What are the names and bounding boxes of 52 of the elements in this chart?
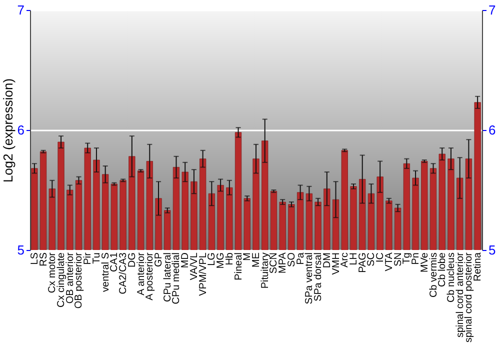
x-tick-label: DG xyxy=(126,252,138,268)
y2-tick-label: 7 xyxy=(488,2,496,18)
x-tick-label: Cb nucleus xyxy=(446,252,457,303)
x-tick-label: VTA xyxy=(384,252,395,272)
x-tick-label: A posterior xyxy=(144,252,156,300)
x-tick-label: OB anterior xyxy=(64,252,76,304)
y-tick-label: 5 xyxy=(17,242,24,258)
x-tick-label: Tg xyxy=(402,252,413,264)
x-tick-label: VA/VL xyxy=(188,252,200,280)
x-tick-label: Arc xyxy=(340,252,351,268)
x-tick-label: LG xyxy=(206,252,218,266)
x-tick-label: M xyxy=(242,252,254,261)
x-tick-label: Tu xyxy=(91,252,102,264)
y2-tick-label: 6 xyxy=(488,122,496,138)
x-tick-label: Pituitary xyxy=(260,252,271,289)
x-tick-label: VPM/VPL xyxy=(198,252,209,296)
x-tick-label: LS xyxy=(29,252,40,265)
x-tick-label: MPA xyxy=(278,252,289,274)
x-tick-label: RS xyxy=(38,252,50,266)
x-tick-label: spinal cord anterior xyxy=(454,252,466,338)
x-tick-label: DM xyxy=(322,252,333,268)
x-tick-label: OB posterior xyxy=(74,252,85,309)
x-tick-label: ventral S xyxy=(100,252,112,292)
x-tick-label: Cb lobe xyxy=(437,252,448,287)
x-tick-label: Retina xyxy=(472,252,484,282)
x-tick-label: Pn xyxy=(410,252,422,265)
x-tick-label: A anterior xyxy=(136,252,147,296)
x-tick-label: SN xyxy=(392,252,404,266)
x-tick-label: Pineal xyxy=(233,252,244,280)
y2-tick-label: 5 xyxy=(488,242,496,258)
y-axis-title: Log2 (expression) xyxy=(0,78,16,183)
x-tick-label: SO xyxy=(286,252,298,267)
x-tick-label: SPa dorsal xyxy=(313,252,324,302)
x-tick-label: ME xyxy=(251,252,262,268)
x-tick-label: CA1 xyxy=(109,252,120,272)
x-tick-label: VMH xyxy=(330,252,342,275)
x-tick-label: GP xyxy=(154,252,165,267)
x-tick-label: MVe xyxy=(419,252,430,273)
x-tick-label: IC xyxy=(375,252,386,262)
x-tick-label: Pir xyxy=(82,252,94,265)
x-tick-label: SCN xyxy=(268,252,280,274)
x-tick-label: LH xyxy=(348,252,360,266)
y-tick-label: 6 xyxy=(17,122,24,138)
x-tick-label: Hb xyxy=(224,252,236,266)
x-tick-label: PAG xyxy=(357,252,368,273)
x-tick-label: Cx cingulate xyxy=(56,252,68,308)
x-tick-label: SC xyxy=(366,252,378,266)
x-tick-label: Pa xyxy=(295,252,306,265)
y-tick-label: 7 xyxy=(17,2,24,18)
x-tick-label: CA2/CA3 xyxy=(118,252,130,294)
x-tick-label: CPu medial xyxy=(171,252,182,304)
x-tick-label: spinal cord posterior xyxy=(464,252,475,343)
